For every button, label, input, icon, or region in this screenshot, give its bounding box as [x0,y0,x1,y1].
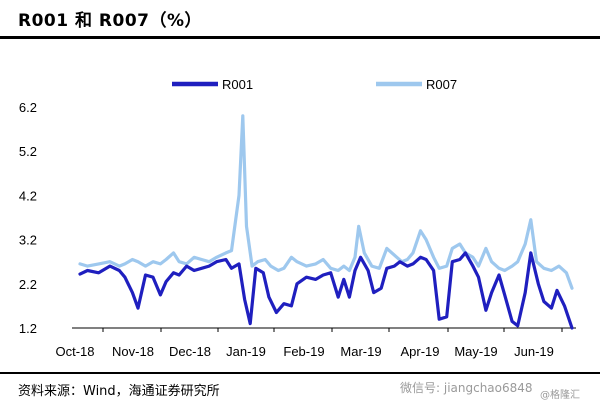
source-note: 资料来源：Wind，海通证券研究所 [18,384,220,399]
line-chart: 1.2 2.2 3.2 4.2 5.2 6.2 Oct-18 Nov-18 Dec-18 Jan-… [19,77,576,359]
x-tick-label: Mar-19 [340,344,381,359]
y-tick-label: 3.2 [19,233,37,248]
watermark-gelonghui: @格隆汇 [540,390,580,401]
x-tick-label: Nov-18 [112,344,154,359]
y-tick-label: 4.2 [19,188,37,203]
source-rule [0,372,600,374]
x-tick-label: Feb-19 [283,344,324,359]
y-tick-label: 6.2 [19,100,37,115]
x-tick-label: Jan-19 [226,344,266,359]
y-tick-label: 5.2 [19,144,37,159]
chart-title: R001 和 R007（%） [18,11,203,31]
x-tick-label: May-19 [454,344,497,359]
x-tick-label: Dec-18 [169,344,211,359]
x-tick-label: Apr-19 [400,344,439,359]
x-tick-label: Jun-19 [514,344,554,359]
watermark-wechat: 微信号: jiangchao6848 [400,381,533,395]
series-line-r007 [78,114,574,290]
y-tick-label: 1.2 [19,321,37,336]
legend-label-r007: R007 [426,77,457,92]
title-rule [0,36,600,39]
y-tick-label: 2.2 [19,277,37,292]
legend-label-r001: R001 [222,77,253,92]
series-line-r001 [78,251,574,330]
x-tick-label: Oct-18 [55,344,94,359]
